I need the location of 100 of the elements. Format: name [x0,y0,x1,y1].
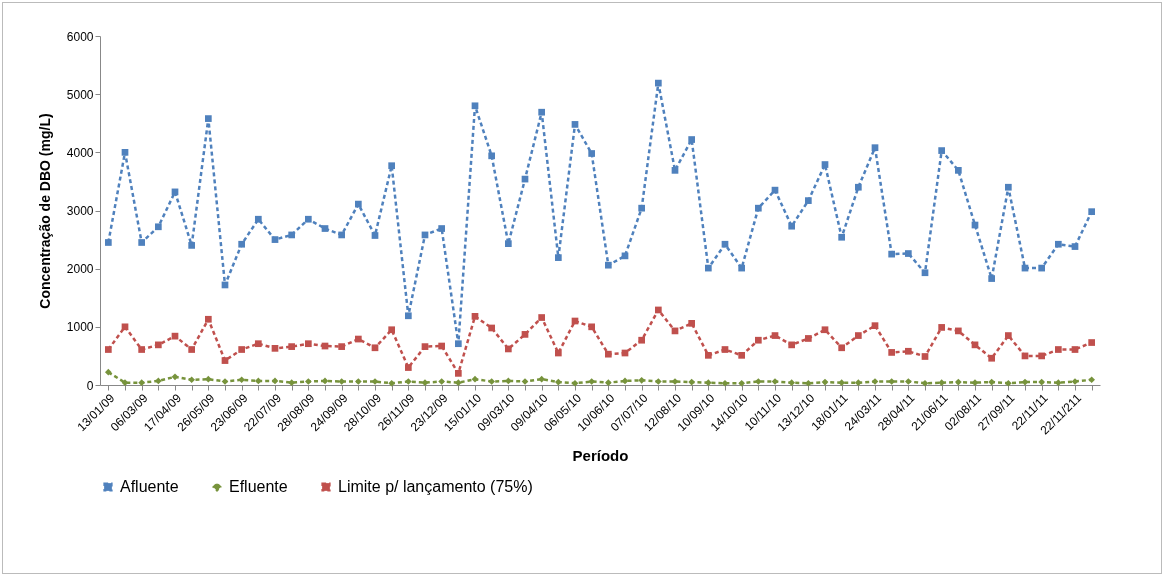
point [188,346,196,353]
point [288,343,296,350]
point [638,376,646,384]
point [338,378,346,385]
point [838,344,846,352]
point [1038,264,1046,272]
point [188,376,196,384]
point [704,351,712,359]
point [271,236,279,243]
point [121,379,129,387]
point [921,379,929,387]
point [104,346,112,353]
legend-label: Afluente [120,478,179,495]
point [888,349,896,356]
point [554,378,562,386]
point [521,331,529,338]
point [971,379,979,387]
point [154,223,162,231]
point [171,373,179,381]
point [238,240,246,248]
point [1054,240,1062,248]
y-tick-label: 1000 [66,320,94,335]
point [938,147,946,154]
point [271,377,279,385]
point [338,343,346,350]
point [738,379,746,387]
point [738,264,746,272]
point [1004,183,1012,191]
point [454,340,462,348]
point [304,340,312,348]
point [688,136,696,143]
point [804,197,812,204]
y-axis-title: Concentração de DBO (mg/L) [36,113,53,309]
point [121,323,129,331]
point [1071,346,1079,353]
point [454,370,462,377]
point [938,324,946,331]
point [988,275,996,282]
point [304,378,312,385]
point [238,346,246,353]
point [588,378,596,385]
point [354,378,362,385]
point [638,204,646,212]
point [288,379,296,387]
point [388,379,396,387]
point [204,315,212,323]
point [488,152,496,160]
point [404,364,412,371]
point [404,378,412,385]
point [938,379,946,387]
point [904,378,912,385]
point [188,242,196,249]
point [604,379,612,387]
point [604,350,612,358]
point [854,332,862,339]
point [654,79,662,87]
point [571,121,579,128]
point [821,378,829,386]
point [388,162,396,170]
point [104,368,112,376]
legend-label: Efluente [229,478,288,495]
legend-label: Limite p/ lançamento (75%) [338,478,533,495]
point [504,240,512,248]
point [904,250,912,257]
point [588,323,596,331]
y-tick-label: 5000 [66,87,94,102]
point [871,322,879,330]
point [421,379,429,387]
point [704,379,712,387]
point [1088,208,1096,216]
y-tick-label: 6000 [66,29,94,44]
point [421,343,429,350]
point [671,167,679,174]
point [104,239,112,246]
point [1054,379,1062,387]
point [588,150,596,157]
point [471,375,479,383]
y-tick-label: 2000 [66,262,94,277]
point [1054,346,1062,353]
point [354,335,362,343]
point [621,377,629,385]
point [154,341,162,349]
point [438,225,446,232]
point [804,335,812,342]
point [788,341,796,349]
point [1088,376,1096,384]
point [221,357,229,364]
point [271,345,279,352]
point [754,378,762,385]
point [738,351,746,359]
point [638,336,646,344]
point [204,115,212,122]
point [471,313,479,320]
point [821,161,829,168]
point [121,148,129,156]
point [554,349,562,357]
point [488,324,496,332]
point [321,225,329,232]
point [571,379,579,387]
y-tick-label: 3000 [66,204,94,218]
